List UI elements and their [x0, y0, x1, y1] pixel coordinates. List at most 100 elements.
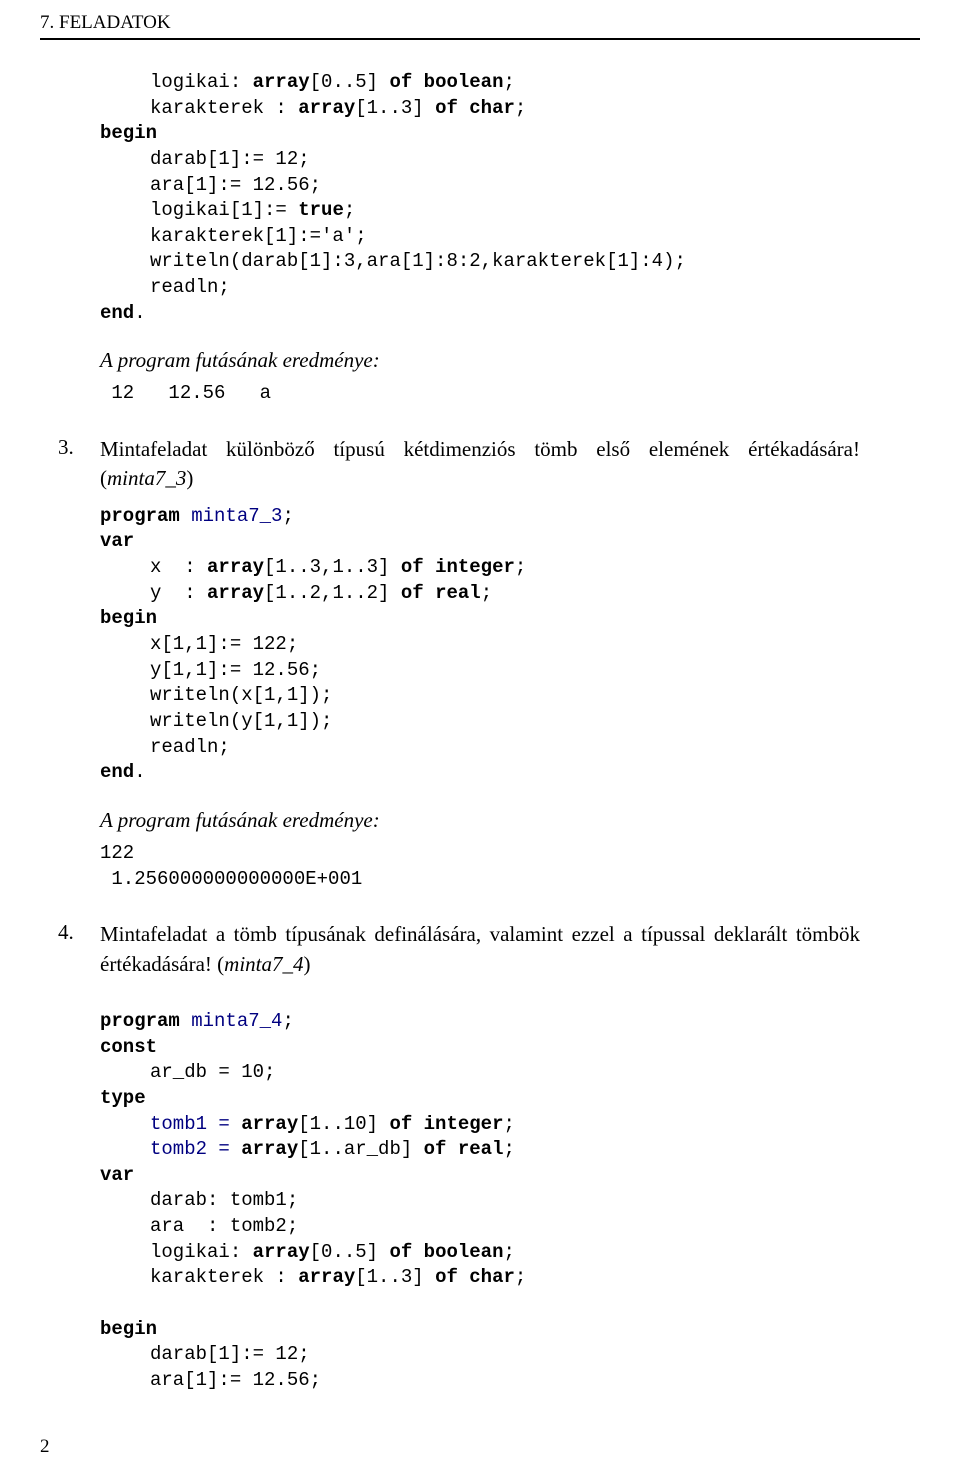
code-text: darab: tomb1; — [100, 1189, 298, 1211]
result-output: 122 — [100, 842, 134, 864]
code-kw: var — [100, 530, 134, 552]
spacer — [100, 989, 860, 1009]
code-text: logikai: — [150, 1241, 253, 1263]
task-text: Mintafeladat a tömb típusának definálásá… — [100, 920, 860, 979]
code-kw: program — [100, 505, 180, 527]
code-id: minta7_3 — [180, 505, 283, 527]
code-kw: begin — [100, 607, 157, 629]
result-title: A program futásának eredménye: — [100, 808, 860, 833]
task-3: 3. Mintafeladat különböző típusú kétdime… — [58, 435, 860, 494]
code-text: writeln(y[1,1]); — [100, 710, 332, 732]
code-text: logikai: — [150, 71, 253, 93]
code-text: [0..5] — [310, 71, 390, 93]
code-text: ara[1]:= 12.56; — [100, 1369, 321, 1391]
code-text: [1..3,1..3] — [264, 556, 401, 578]
result-output: 12 12.56 a — [100, 382, 271, 404]
t3b: minta7_3 — [107, 466, 186, 490]
code-text: writeln(x[1,1]); — [100, 684, 332, 706]
page-number: 2 — [40, 1436, 50, 1458]
code-text: readln; — [100, 276, 230, 298]
code-kw: end — [100, 761, 134, 783]
result-title: A program futásának eredménye: — [100, 348, 860, 373]
code-kw: of integer — [389, 1113, 503, 1135]
code-text: ara[1]:= 12.56; — [100, 174, 321, 196]
code-text: ; — [504, 1241, 515, 1263]
code-text: writeln(darab[1]:3,ara[1]:8:2,karakterek… — [100, 250, 686, 272]
code-kw: of real — [424, 1138, 504, 1160]
code-kw: of real — [401, 582, 481, 604]
code-text: ara : tomb2; — [100, 1215, 298, 1237]
code-text: . — [134, 302, 145, 324]
code-kw: of char — [435, 1266, 515, 1288]
code-kw: array — [253, 1241, 310, 1263]
code-text: ; — [481, 582, 492, 604]
code-text: darab[1]:= 12; — [100, 148, 310, 170]
code-text: [1..3] — [355, 1266, 435, 1288]
code-kw: array — [298, 97, 355, 119]
code-text: ; — [504, 71, 515, 93]
task-number: 4. — [58, 920, 100, 979]
code-text: ; — [503, 1138, 514, 1160]
code-kw: type — [100, 1087, 146, 1109]
header-rule — [40, 38, 920, 40]
code-text: y : — [150, 582, 207, 604]
task-4: 4. Mintafeladat a tömb típusának definál… — [58, 920, 860, 979]
code-text: ; — [503, 1113, 514, 1135]
code-id: tomb2 = — [150, 1138, 241, 1160]
t4b: minta7_4 — [224, 952, 303, 976]
code-text: y[1,1]:= 12.56; — [100, 659, 321, 681]
t3c: ) — [186, 466, 193, 490]
code-text: ; — [282, 1010, 293, 1032]
code-text: logikai[1]:= — [150, 199, 298, 221]
code-text: ; — [282, 505, 293, 527]
content: logikai: array[0..5] of boolean; karakte… — [0, 70, 960, 1394]
t3a: Mintafeladat különböző típusú kétdimenzi… — [100, 437, 860, 490]
code-text: darab[1]:= 12; — [100, 1343, 310, 1365]
result-block-1: A program futásának eredménye: 12 12.56 … — [100, 348, 860, 407]
page: 7. FELADATOK logikai: array[0..5] of boo… — [0, 0, 960, 1478]
code-kw: array — [207, 556, 264, 578]
code-text: karakterek : — [150, 1266, 298, 1288]
code-text: ; — [515, 97, 526, 119]
code-kw: array — [241, 1113, 298, 1135]
code-kw: program — [100, 1010, 180, 1032]
code-text: . — [134, 761, 145, 783]
code-text: [1..10] — [298, 1113, 389, 1135]
code-block-2: program minta7_3; var x : array[1..3,1..… — [100, 504, 860, 786]
code-kw: true — [298, 199, 344, 221]
code-block-1: logikai: array[0..5] of boolean; karakte… — [100, 70, 860, 326]
code-kw: of boolean — [389, 1241, 503, 1263]
code-text: [1..ar_db] — [298, 1138, 423, 1160]
code-block-3: program minta7_4; const ar_db = 10; type… — [100, 1009, 860, 1394]
task-text: Mintafeladat különböző típusú kétdimenzi… — [100, 435, 860, 494]
code-kw: of integer — [401, 556, 515, 578]
code-text: ; — [344, 199, 355, 221]
code-id: minta7_4 — [180, 1010, 283, 1032]
code-kw: begin — [100, 1318, 157, 1340]
code-kw: end — [100, 302, 134, 324]
code-kw: array — [253, 71, 310, 93]
code-kw: array — [241, 1138, 298, 1160]
header: 7. FELADATOK — [0, 0, 960, 38]
code-kw: begin — [100, 122, 157, 144]
code-text: x : — [150, 556, 207, 578]
code-text: [1..2,1..2] — [264, 582, 401, 604]
t4c: ) — [304, 952, 311, 976]
code-text: [0..5] — [310, 1241, 390, 1263]
code-text: ar_db = 10; — [100, 1061, 275, 1083]
code-text: karakterek[1]:='a'; — [100, 225, 367, 247]
task-number: 3. — [58, 435, 100, 494]
code-kw: const — [100, 1036, 157, 1058]
code-text: ; — [515, 556, 526, 578]
code-text: [1..3] — [355, 97, 435, 119]
result-block-2: A program futásának eredménye: 122 1.256… — [100, 808, 860, 892]
code-text: karakterek : — [150, 97, 298, 119]
t4a: Mintafeladat a tömb típusának definálásá… — [100, 922, 860, 975]
code-text: readln; — [100, 736, 230, 758]
result-output: 1.256000000000000E+001 — [100, 868, 362, 890]
code-id: tomb1 = — [150, 1113, 241, 1135]
code-kw: of char — [435, 97, 515, 119]
code-text: ; — [515, 1266, 526, 1288]
code-kw: of boolean — [389, 71, 503, 93]
code-kw: array — [207, 582, 264, 604]
